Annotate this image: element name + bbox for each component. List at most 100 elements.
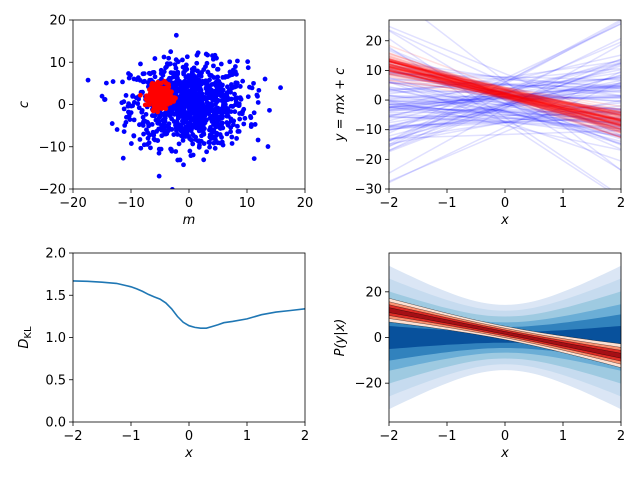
prior-point bbox=[200, 103, 205, 108]
params-ytick-label: 0 bbox=[58, 98, 66, 113]
posterior-function-line bbox=[389, 60, 621, 125]
prior-point bbox=[228, 109, 234, 115]
posterior-function-line bbox=[389, 63, 621, 132]
prior-function-line bbox=[389, 43, 621, 174]
prior-point bbox=[187, 114, 192, 120]
prior-point bbox=[278, 85, 283, 91]
prior-function-line bbox=[389, 30, 621, 171]
posterior-function-line bbox=[389, 60, 621, 134]
posterior-function-line bbox=[389, 61, 621, 116]
prior-point bbox=[193, 80, 199, 86]
prior-point bbox=[166, 61, 172, 67]
prior-point bbox=[207, 72, 213, 78]
posterior-contour bbox=[389, 307, 621, 354]
posterior-function-line bbox=[389, 65, 621, 122]
predictive-xtick-label: 2 bbox=[617, 429, 625, 444]
prior-point bbox=[252, 122, 258, 127]
posterior-point bbox=[155, 80, 160, 86]
prior-point bbox=[217, 81, 223, 86]
prior-function-line bbox=[389, 48, 621, 146]
prior-point bbox=[130, 103, 136, 109]
posterior-function-line bbox=[389, 58, 621, 121]
prior-function-line bbox=[389, 85, 621, 111]
prior-function-line bbox=[389, 60, 621, 95]
prior-function-line bbox=[389, 61, 621, 118]
prior-point bbox=[215, 66, 221, 72]
prior-point bbox=[196, 113, 201, 118]
prior-point bbox=[168, 49, 174, 55]
prior-point bbox=[219, 89, 225, 95]
posterior-function-line bbox=[389, 59, 621, 122]
prior-point bbox=[174, 118, 180, 124]
prior-point bbox=[151, 136, 157, 142]
posterior-function-line bbox=[389, 67, 621, 116]
posterior-function-line bbox=[389, 66, 621, 128]
posterior-function-line bbox=[389, 58, 621, 119]
prior-point bbox=[173, 149, 179, 154]
posterior-point bbox=[150, 108, 156, 114]
prior-point bbox=[224, 131, 230, 137]
posterior-point bbox=[169, 89, 174, 95]
posterior-function-line bbox=[389, 59, 621, 138]
prior-point bbox=[190, 141, 196, 147]
prior-point bbox=[255, 137, 261, 143]
prior-point bbox=[245, 65, 251, 71]
prior-point bbox=[226, 121, 231, 126]
prior-point bbox=[188, 126, 194, 132]
prior-function-line bbox=[389, 88, 621, 136]
prior-point bbox=[180, 118, 185, 124]
prior-point bbox=[207, 127, 212, 133]
lines-group bbox=[389, 20, 621, 189]
posterior-function-line bbox=[389, 58, 621, 122]
prior-point bbox=[166, 55, 172, 61]
prior-point bbox=[213, 111, 219, 117]
prior-point bbox=[123, 93, 129, 98]
prior-point bbox=[193, 134, 199, 140]
prior-point bbox=[187, 148, 193, 154]
posterior-point bbox=[142, 102, 148, 108]
prior-point bbox=[249, 85, 255, 91]
prior-point bbox=[251, 110, 257, 116]
posterior-function-line bbox=[389, 68, 621, 119]
prior-function-line bbox=[389, 94, 621, 99]
prior-point bbox=[212, 145, 218, 151]
prior-point bbox=[219, 114, 225, 120]
prior-point bbox=[202, 95, 208, 100]
prior-function-line bbox=[389, 20, 621, 146]
lines-xtick-label: 0 bbox=[501, 196, 509, 211]
posterior-point bbox=[152, 104, 158, 109]
prior-point bbox=[127, 117, 133, 122]
prior-point bbox=[152, 74, 158, 80]
posterior-function-line bbox=[389, 59, 621, 132]
prior-point bbox=[188, 109, 194, 114]
posterior-function-line bbox=[389, 56, 621, 139]
posterior-function-line bbox=[389, 65, 621, 120]
posterior-function-line bbox=[389, 69, 621, 113]
prior-point bbox=[184, 54, 190, 60]
posterior-function-line bbox=[389, 70, 621, 122]
posterior-function-line bbox=[389, 67, 621, 108]
prior-function-line bbox=[389, 74, 621, 141]
prior-point bbox=[255, 100, 261, 105]
dkl-ylabel: DKL bbox=[17, 326, 34, 349]
predictive-xtick-label: 0 bbox=[501, 429, 509, 444]
prior-point bbox=[218, 61, 224, 67]
prior-point bbox=[214, 75, 220, 81]
dkl-axes: −2 −1 0 1 2 0.0 0.5 1.0 1.5 2.0 x DKL bbox=[17, 247, 309, 462]
prior-point bbox=[173, 32, 179, 38]
prior-function-line bbox=[389, 62, 621, 122]
prior-function-line bbox=[389, 109, 621, 129]
prior-point bbox=[148, 145, 153, 151]
prior-point bbox=[171, 132, 177, 137]
prior-point bbox=[189, 74, 195, 79]
prior-point bbox=[251, 80, 256, 86]
posterior-function-line bbox=[389, 75, 621, 114]
prior-point bbox=[213, 120, 219, 126]
prior-point bbox=[156, 115, 162, 121]
params-xtick-label: 10 bbox=[239, 196, 256, 211]
prior-point bbox=[156, 150, 162, 156]
posterior-function-line bbox=[389, 69, 621, 116]
prior-function-line bbox=[389, 117, 621, 127]
prior-point bbox=[204, 149, 210, 155]
posterior-contour bbox=[389, 301, 621, 348]
